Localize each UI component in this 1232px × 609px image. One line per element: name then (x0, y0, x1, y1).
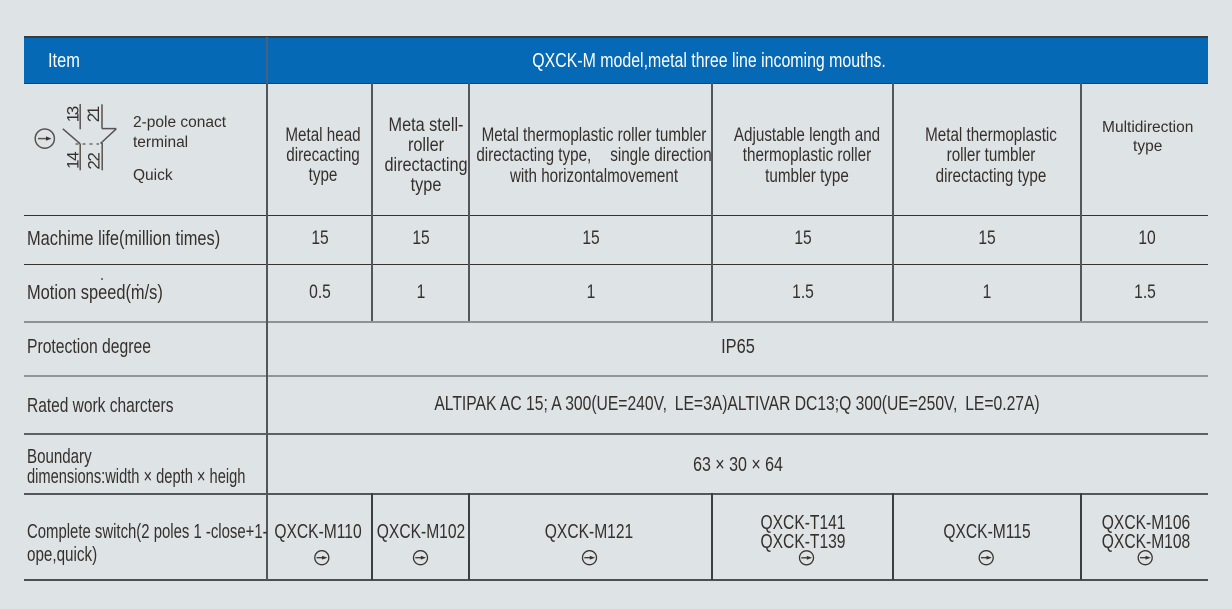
svg-text:13: 13 (64, 106, 83, 123)
svg-text:22: 22 (84, 152, 103, 170)
svg-text:14: 14 (64, 151, 83, 169)
svg-text:21: 21 (84, 106, 103, 123)
